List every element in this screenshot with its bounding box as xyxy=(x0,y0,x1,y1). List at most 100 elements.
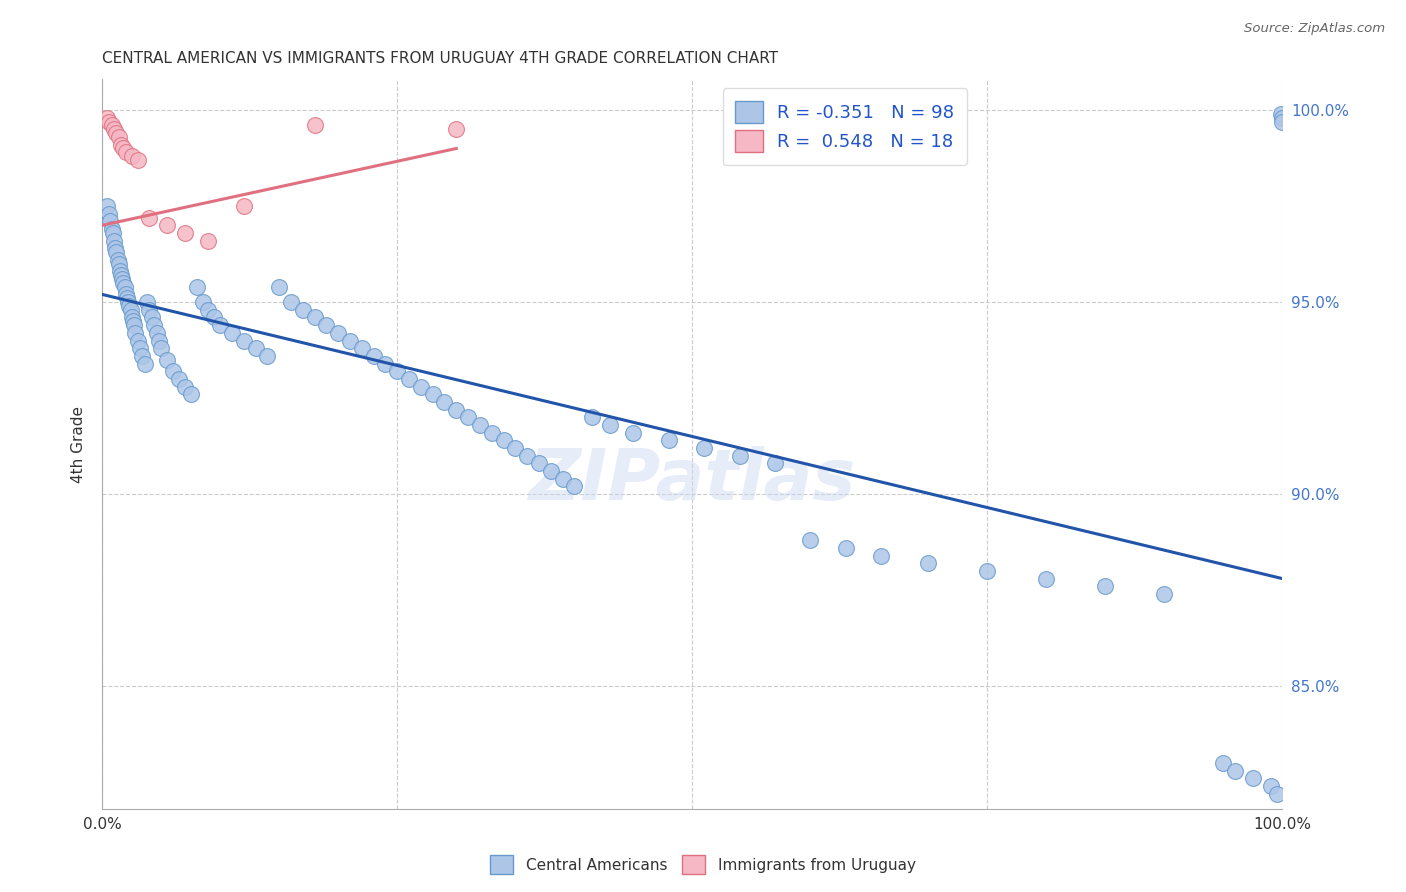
Point xyxy=(387,364,409,378)
Point xyxy=(1260,779,1282,793)
Text: ZIPatlas: ZIPatlas xyxy=(529,446,856,516)
Point xyxy=(145,326,167,340)
Point xyxy=(110,137,132,152)
Point xyxy=(120,302,142,317)
Point xyxy=(148,334,170,348)
Point xyxy=(232,334,254,348)
Point xyxy=(516,449,538,463)
Point xyxy=(917,556,939,570)
Point xyxy=(232,199,254,213)
Point xyxy=(870,549,893,563)
Point xyxy=(131,349,153,363)
Point xyxy=(339,334,361,348)
Point xyxy=(409,379,432,393)
Point xyxy=(599,417,621,432)
Point xyxy=(468,417,491,432)
Point xyxy=(763,457,786,471)
Point xyxy=(540,464,562,478)
Point xyxy=(350,341,373,355)
Text: Source: ZipAtlas.com: Source: ZipAtlas.com xyxy=(1244,22,1385,36)
Point xyxy=(315,318,337,333)
Point xyxy=(186,279,208,293)
Point xyxy=(562,479,585,493)
Point xyxy=(104,241,127,255)
Point xyxy=(976,564,998,578)
Point xyxy=(138,302,160,317)
Point xyxy=(150,341,173,355)
Point xyxy=(446,402,468,417)
Point xyxy=(180,387,202,401)
Point xyxy=(505,441,527,455)
Point xyxy=(269,279,291,293)
Point xyxy=(374,357,396,371)
Point xyxy=(96,111,118,125)
Point xyxy=(105,245,128,260)
Point xyxy=(107,257,129,271)
Point xyxy=(328,326,350,340)
Point xyxy=(256,349,278,363)
Point xyxy=(481,425,503,440)
Point xyxy=(433,395,456,409)
Legend: Central Americans, Immigrants from Uruguay: Central Americans, Immigrants from Urugu… xyxy=(484,849,922,880)
Point xyxy=(1241,772,1264,786)
Point xyxy=(551,472,574,486)
Point xyxy=(115,291,138,305)
Point xyxy=(110,268,132,283)
Point xyxy=(162,364,184,378)
Point xyxy=(658,434,681,448)
Point xyxy=(1153,587,1175,601)
Point xyxy=(1271,111,1294,125)
Point xyxy=(127,153,149,167)
Point xyxy=(621,425,644,440)
Point xyxy=(1212,756,1234,770)
Y-axis label: 4th Grade: 4th Grade xyxy=(72,406,86,483)
Legend: R = -0.351   N = 98, R =  0.548   N = 18: R = -0.351 N = 98, R = 0.548 N = 18 xyxy=(723,88,966,165)
Point xyxy=(138,211,160,225)
Point xyxy=(121,149,143,163)
Point xyxy=(173,226,195,240)
Point xyxy=(98,114,121,128)
Text: CENTRAL AMERICAN VS IMMIGRANTS FROM URUGUAY 4TH GRADE CORRELATION CHART: CENTRAL AMERICAN VS IMMIGRANTS FROM URUG… xyxy=(103,51,779,66)
Point xyxy=(304,310,326,325)
Point xyxy=(101,226,124,240)
Point xyxy=(122,318,145,333)
Point xyxy=(100,222,122,236)
Point xyxy=(129,341,152,355)
Point xyxy=(134,357,156,371)
Point xyxy=(107,130,129,145)
Point xyxy=(156,219,179,233)
Point xyxy=(167,372,190,386)
Point xyxy=(245,341,267,355)
Point xyxy=(108,264,131,278)
Point xyxy=(197,302,219,317)
Point xyxy=(103,234,125,248)
Point xyxy=(114,287,136,301)
Point xyxy=(304,119,326,133)
Point xyxy=(103,122,125,136)
Point xyxy=(156,352,179,367)
Point xyxy=(114,145,136,160)
Point xyxy=(136,295,159,310)
Point xyxy=(799,533,821,548)
Point xyxy=(422,387,444,401)
Point xyxy=(100,214,122,228)
Point xyxy=(114,279,136,293)
Point xyxy=(107,252,129,267)
Point xyxy=(127,334,149,348)
Point xyxy=(1094,579,1116,593)
Point xyxy=(111,272,134,286)
Point xyxy=(492,434,515,448)
Point xyxy=(112,141,135,155)
Point xyxy=(835,541,858,555)
Point xyxy=(121,310,143,325)
Point xyxy=(96,199,118,213)
Point xyxy=(221,326,243,340)
Point xyxy=(398,372,420,386)
Point xyxy=(173,379,195,393)
Point xyxy=(693,441,716,455)
Point xyxy=(112,276,135,290)
Point xyxy=(581,410,603,425)
Point xyxy=(191,295,214,310)
Point xyxy=(1270,107,1292,121)
Point xyxy=(209,318,232,333)
